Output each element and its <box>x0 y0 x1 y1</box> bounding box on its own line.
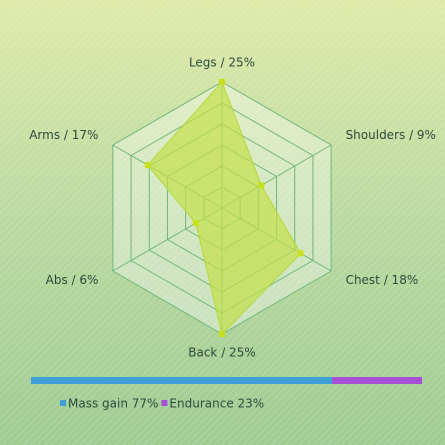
axis-label: Shoulders / 9% <box>346 128 436 142</box>
axis-label: Arms / 17% <box>29 128 98 142</box>
axis-label: Abs / 6% <box>46 273 99 287</box>
legend-label: Endurance 23% <box>169 397 264 411</box>
axis-label: Back / 25% <box>188 346 255 360</box>
legend-label: Mass gain 77% <box>68 397 158 411</box>
legend-swatch <box>60 400 66 406</box>
bar-segment <box>332 377 422 384</box>
axis-label: Chest / 18% <box>346 273 419 287</box>
radar-point <box>297 250 304 257</box>
radar-point <box>192 220 199 227</box>
radar-point <box>219 331 225 337</box>
radar-point <box>258 182 265 189</box>
radar-point <box>144 162 151 169</box>
radar-point <box>219 79 225 85</box>
axis-label: Legs / 25% <box>189 56 255 70</box>
legend-swatch <box>161 400 168 406</box>
bar-segment <box>31 377 333 384</box>
